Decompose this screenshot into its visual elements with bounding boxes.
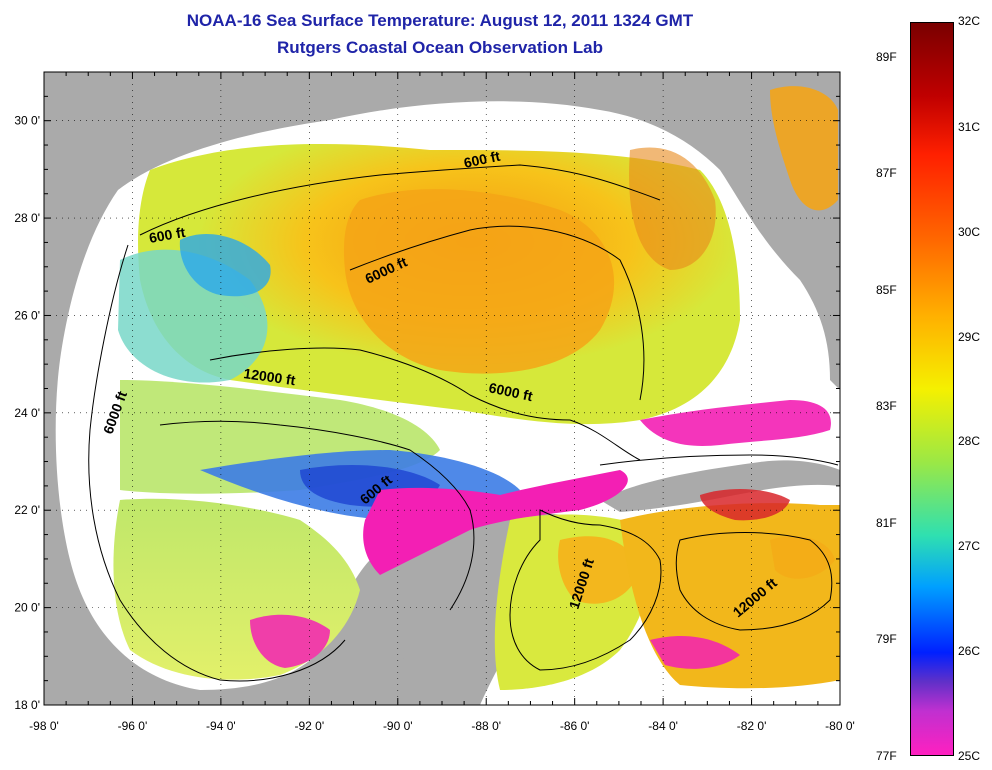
cuba-land [600,460,840,512]
lon-tick-label: -90 0' [383,719,413,733]
lon-tick-label: -98 0' [29,719,59,733]
lat-tick-label: 18 0' [14,698,40,712]
celsius-label: 25C [958,749,981,763]
lat-tick-label: 24 0' [14,406,40,420]
map-title: NOAA-16 Sea Surface Temperature: August … [186,11,694,30]
celsius-label: 32C [958,14,981,28]
celsius-label: 31C [958,119,981,134]
fahrenheit-label: 85F [876,282,897,297]
temperature-colorbar [910,22,954,756]
fahrenheit-label: 77F [876,749,897,763]
celsius-label: 29C [958,329,981,344]
contour-label: 600 ft [148,224,187,246]
fahrenheit-label: 87F [876,166,897,181]
map-frame [43,71,841,706]
lat-tick-label: 26 0' [14,308,40,322]
lat-tick-label: 30 0' [14,114,40,128]
contour-label: 12000 ft [243,365,297,388]
lat-tick-label: 22 0' [14,503,40,517]
lon-tick-label: -86 0' [560,719,590,733]
fahrenheit-label: 89F [876,49,897,64]
lat-tick-label: 28 0' [14,211,40,225]
lon-tick-label: -82 0' [737,719,767,733]
fahrenheit-label: 79F [876,632,897,647]
map-subtitle: Rutgers Coastal Ocean Observation Lab [277,38,603,57]
lon-tick-label: -88 0' [471,719,501,733]
bathymetry-contours [88,164,839,682]
longitude-labels: -98 0' -96 0' -94 0' -92 0' -90 0' -88 0… [29,719,855,733]
lon-tick-label: -92 0' [295,719,325,733]
fahrenheit-label: 83F [876,399,897,414]
sst-map: 600 ft 600 ft 6000 ft 12000 ft 6000 ft 6… [14,71,855,733]
lon-tick-label: -96 0' [118,719,148,733]
contour-label: 600 ft [462,148,501,171]
sst-data [113,86,840,690]
celsius-label: 28C [958,434,981,449]
celsius-label: 26C [958,644,981,659]
latitude-labels: 30 0' 28 0' 26 0' 24 0' 22 0' 20 0' 18 0… [14,114,40,712]
celsius-label: 30C [958,224,981,239]
graticule [43,71,841,706]
lat-tick-label: 20 0' [14,601,40,615]
lon-tick-label: -80 0' [825,719,855,733]
lon-tick-label: -94 0' [206,719,236,733]
celsius-label: 27C [958,539,981,554]
fahrenheit-label: 81F [876,515,897,530]
lon-tick-label: -84 0' [648,719,678,733]
